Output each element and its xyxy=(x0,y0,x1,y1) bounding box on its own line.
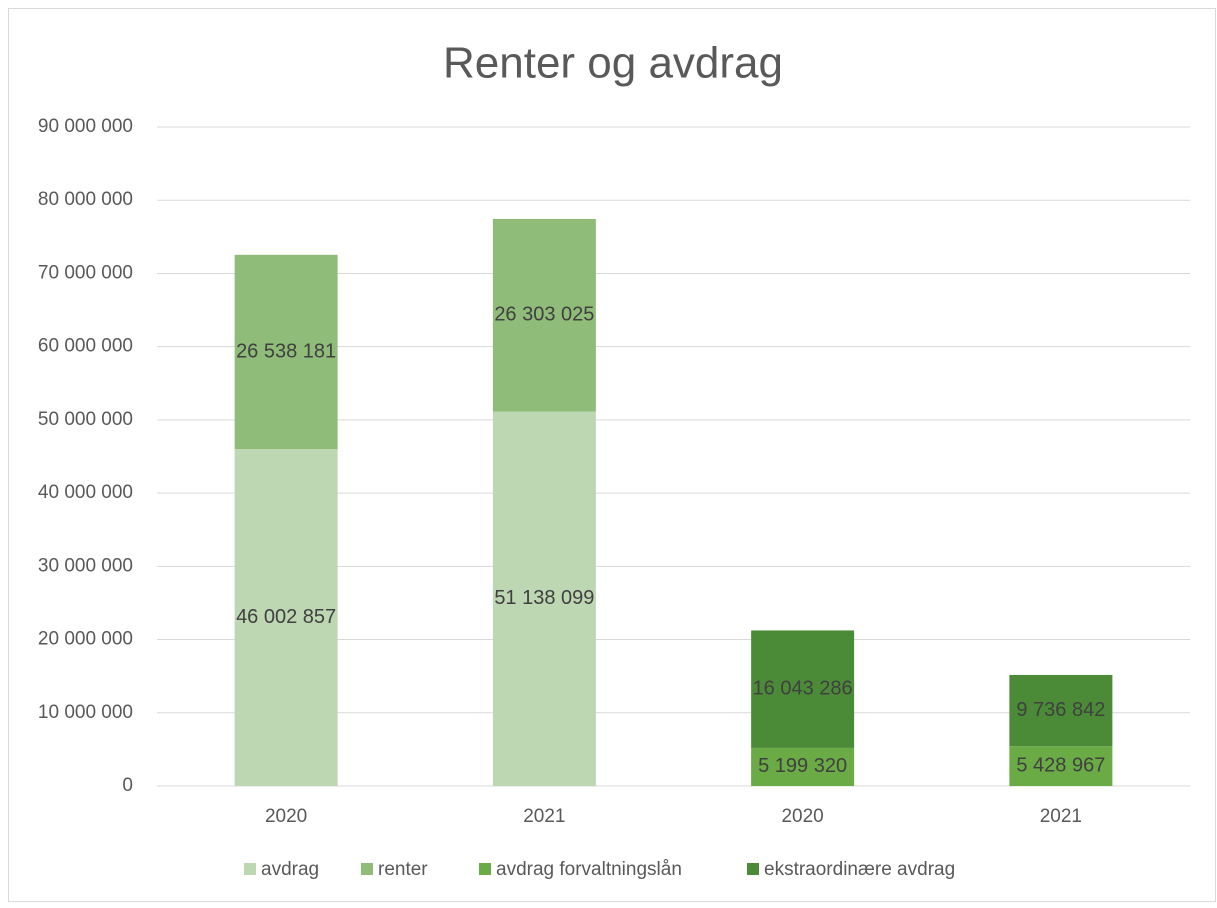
y-tick-label: 30 000 000 xyxy=(38,555,133,576)
data-label: 26 538 181 xyxy=(236,340,336,362)
y-tick-label: 80 000 000 xyxy=(38,189,133,210)
y-tick-label: 90 000 000 xyxy=(38,116,133,137)
legend-swatch xyxy=(361,863,373,875)
data-label: 51 138 099 xyxy=(494,587,594,609)
chart-title: Renter og avdrag xyxy=(443,39,783,88)
y-tick-label: 20 000 000 xyxy=(38,629,133,650)
legend-label: ekstraordinære avdrag xyxy=(764,859,955,880)
x-tick-label: 2021 xyxy=(523,806,565,827)
bar-segment xyxy=(492,411,596,786)
bar-segment xyxy=(751,630,855,748)
legend-swatch xyxy=(479,863,491,875)
y-tick-label: 60 000 000 xyxy=(38,336,133,357)
y-tick-label: 50 000 000 xyxy=(38,409,133,430)
x-tick-label: 2020 xyxy=(265,806,307,827)
legend-label: avdrag forvaltningslån xyxy=(496,859,682,880)
y-tick-label: 0 xyxy=(122,775,133,796)
bar-segment xyxy=(751,747,855,786)
data-label: 9 736 842 xyxy=(1016,699,1105,721)
legend-swatch xyxy=(747,863,759,875)
bar-segment xyxy=(1009,746,1113,786)
y-tick-label: 70 000 000 xyxy=(38,262,133,283)
legend-label: avdrag xyxy=(261,859,319,880)
bar-segment xyxy=(492,218,596,412)
bar-segment xyxy=(234,254,338,450)
y-tick-label: 40 000 000 xyxy=(38,482,133,503)
data-label: 16 043 286 xyxy=(753,677,853,699)
bar-segment xyxy=(1009,674,1113,747)
x-tick-label: 2020 xyxy=(781,806,823,827)
legend-label: renter xyxy=(378,859,428,880)
y-tick-label: 10 000 000 xyxy=(38,702,133,723)
x-tick-label: 2021 xyxy=(1040,806,1082,827)
bar-segment xyxy=(234,449,338,786)
data-label: 46 002 857 xyxy=(236,606,336,628)
data-label: 26 303 025 xyxy=(494,304,594,326)
data-label: 5 428 967 xyxy=(1016,754,1105,776)
data-label: 5 199 320 xyxy=(758,755,847,777)
legend-swatch xyxy=(244,863,256,875)
